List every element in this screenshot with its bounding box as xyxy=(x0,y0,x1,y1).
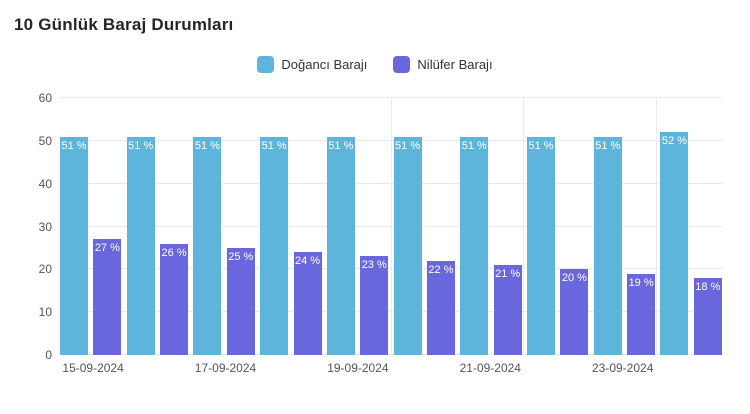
bar-value-label: 25 % xyxy=(228,250,254,263)
gridline-y-60 xyxy=(60,97,722,98)
bar-value-label: 51 % xyxy=(128,139,154,152)
y-tick-label-10: 10 xyxy=(38,305,52,320)
bar-nilufer-baraji-2[interactable]: 25 % xyxy=(226,247,255,355)
bar-value-label: 51 % xyxy=(194,139,220,152)
x-tick-label-21-09-2024: 21-09-2024 xyxy=(459,361,521,375)
bar-doganci-baraji-8[interactable]: 51 % xyxy=(593,136,622,355)
bar-nilufer-baraji-5[interactable]: 22 % xyxy=(426,260,455,355)
gridline-x-5 xyxy=(391,98,392,355)
gridline-x-9 xyxy=(655,98,657,355)
bar-value-label: 19 % xyxy=(628,276,654,289)
bar-value-label: 51 % xyxy=(328,139,354,152)
bar-doganci-baraji-2[interactable]: 51 % xyxy=(193,136,222,355)
x-tick-label-17-09-2024: 17-09-2024 xyxy=(194,361,257,375)
y-tick-label-30: 30 xyxy=(38,219,52,234)
legend-item-doganci-baraji[interactable]: Doğancı Barajı xyxy=(257,56,367,73)
bar-value-label: 24 % xyxy=(294,255,321,268)
chart-title: 10 Günlük Baraj Durumları xyxy=(14,15,234,34)
x-tick-label-19-09-2024: 19-09-2024 xyxy=(327,361,389,375)
bar-value-label: 26 % xyxy=(161,246,187,259)
bar-value-label: 52 % xyxy=(661,135,687,148)
bar-nilufer-baraji-3[interactable]: 24 % xyxy=(293,252,322,355)
bar-doganci-baraji-7[interactable]: 51 % xyxy=(527,136,556,355)
gridline-x-7 xyxy=(523,98,525,355)
bar-value-label: 51 % xyxy=(528,139,554,152)
y-tick-label-50: 50 xyxy=(38,133,52,148)
bar-value-label: 51 % xyxy=(261,139,287,152)
legend-label: Doğancı Barajı xyxy=(281,57,368,72)
legend-item-nilufer-baraji[interactable]: Nilüfer Barajı xyxy=(393,56,493,73)
bar-doganci-baraji-5[interactable]: 51 % xyxy=(393,136,422,355)
bar-value-label: 21 % xyxy=(495,268,521,281)
bar-nilufer-baraji-1[interactable]: 26 % xyxy=(160,243,189,355)
legend-label: Nilüfer Barajı xyxy=(417,57,493,72)
bar-nilufer-baraji-0[interactable]: 27 % xyxy=(93,239,122,355)
bar-value-label: 23 % xyxy=(361,259,387,272)
x-tick-label-15-09-2024: 15-09-2024 xyxy=(62,361,124,375)
bar-nilufer-baraji-7[interactable]: 20 % xyxy=(560,269,589,355)
bar-value-label: 18 % xyxy=(695,280,721,293)
bar-value-label: 51 % xyxy=(461,139,487,152)
plot-area: 51 % 27 % 51 % 26 % 51 % 25 % 51 % 24 % 51 % 23 %… xyxy=(60,97,722,355)
bar-doganci-baraji-3[interactable]: 51 % xyxy=(260,136,289,355)
y-tick-label-20: 20 xyxy=(38,262,52,277)
bar-value-label: 51 % xyxy=(61,139,87,152)
bar-nilufer-baraji-6[interactable]: 21 % xyxy=(493,265,522,355)
legend-swatch-nilufer-baraji xyxy=(393,56,411,73)
y-tick-label-0: 0 xyxy=(45,348,52,362)
legend-swatch-doganci-baraji xyxy=(257,56,275,73)
y-tick-label-40: 40 xyxy=(38,176,52,191)
bar-doganci-baraji-6[interactable]: 51 % xyxy=(460,136,489,355)
y-tick-label-60: 60 xyxy=(38,91,52,105)
bar-nilufer-baraji-4[interactable]: 23 % xyxy=(360,256,389,355)
x-axis-labels: 15-09-2024 17-09-2024 19-09-2024 21-09-2024… xyxy=(60,361,722,377)
bar-value-label: 27 % xyxy=(94,242,120,255)
bars-container: 51 % 27 % 51 % 26 % 51 % 25 % 51 % 24 % 51 % 23 %… xyxy=(60,98,722,355)
legend: Doğancı Barajı Nilüfer Barajı xyxy=(0,56,750,73)
bar-nilufer-baraji-8[interactable]: 19 % xyxy=(627,273,656,355)
bar-doganci-baraji-0[interactable]: 51 % xyxy=(60,136,88,355)
bar-value-label: 51 % xyxy=(595,139,621,152)
bar-doganci-baraji-9[interactable]: 52 % xyxy=(660,132,689,355)
x-tick-label-23-09-2024: 23-09-2024 xyxy=(591,361,654,375)
y-axis-labels: 0 10 20 30 40 50 60 xyxy=(0,91,52,362)
bar-doganci-baraji-4[interactable]: 51 % xyxy=(326,136,355,355)
bar-nilufer-baraji-9[interactable]: 18 % xyxy=(693,277,722,355)
bar-value-label: 20 % xyxy=(561,272,587,285)
bar-value-label: 22 % xyxy=(428,263,454,276)
bar-doganci-baraji-1[interactable]: 51 % xyxy=(126,136,155,355)
bar-value-label: 51 % xyxy=(395,139,421,152)
